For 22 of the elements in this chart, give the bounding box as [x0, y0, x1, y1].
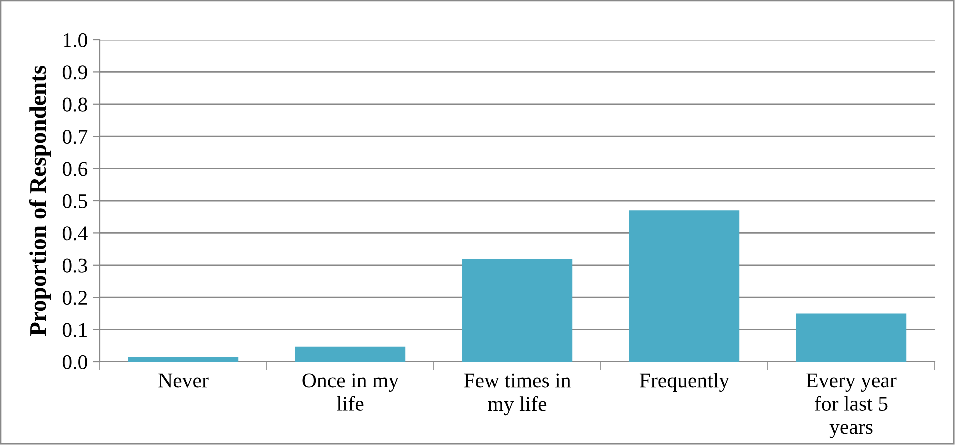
y-tick-label: 0.8	[62, 98, 88, 112]
y-tick-label: 0.9	[62, 66, 88, 80]
bar	[796, 314, 907, 362]
x-tick-label: Never	[158, 374, 209, 388]
y-tick-label: 1.0	[64, 33, 88, 48]
x-tick-label: Once in my life	[302, 374, 400, 412]
bar	[295, 346, 406, 362]
bar	[629, 210, 740, 362]
y-axis-title: Proportion of Respondents	[29, 66, 52, 336]
x-tick-label: Frequently	[640, 373, 730, 392]
y-tick-label: 0.4	[62, 226, 88, 241]
y-tick-label: 0.6	[62, 162, 88, 176]
y-tick-label: 0.0	[62, 355, 88, 370]
bar	[128, 357, 239, 362]
y-tick-label: 0.3	[62, 258, 88, 273]
y-tick-label: 0.7	[62, 130, 88, 144]
y-tick-label: 0.5	[62, 194, 88, 209]
y-tick-label: 0.1	[62, 323, 87, 338]
y-tick-label: 0.2	[62, 290, 88, 306]
x-tick-label: Every year for last 5 years	[806, 374, 897, 439]
x-tick-label: Few times in my life	[464, 374, 571, 416]
bar	[462, 258, 573, 362]
